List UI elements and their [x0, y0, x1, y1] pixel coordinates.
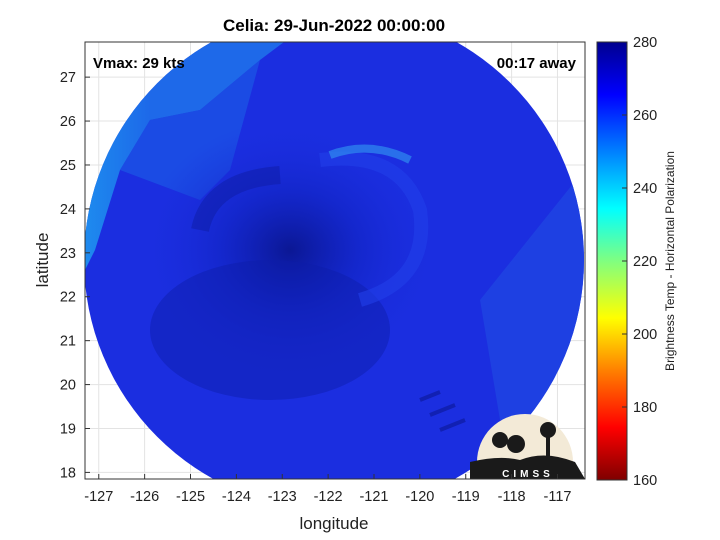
- x-tick-label: -117: [544, 489, 572, 505]
- colorbar-ticks: 280 260 240 220 200 180 160: [622, 35, 657, 489]
- x-tick-label: -127: [84, 489, 113, 505]
- brightness-temperature-image: [85, 42, 584, 479]
- colorbar-tick-label: 280: [633, 35, 657, 51]
- x-tick-label: -123: [268, 489, 297, 505]
- colorbar-tick-label: 260: [633, 108, 657, 124]
- colorbar-tick-label: 160: [633, 473, 657, 489]
- colorbar-tick-label: 240: [633, 181, 657, 197]
- x-tick-label: -124: [222, 489, 251, 505]
- colorbar-tick-label: 200: [633, 327, 657, 343]
- plot-frame: [84, 41, 586, 480]
- y-tick-label: 20: [60, 378, 76, 394]
- y-axis-ticks: 27 26 25 24 23 22 21 20 19 18: [60, 70, 90, 481]
- x-tick-label: -126: [130, 489, 159, 505]
- x-tick-label: -121: [359, 489, 388, 505]
- figure-title: Celia: 29-Jun-2022 00:00:00: [223, 16, 445, 35]
- y-tick-label: 18: [60, 465, 76, 481]
- y-tick-label: 27: [60, 70, 76, 86]
- colorbar-tick-label: 180: [633, 400, 657, 416]
- colorbar-tick-label: 220: [633, 254, 657, 270]
- x-tick-label: -118: [498, 489, 526, 505]
- x-tick-label: -122: [314, 489, 343, 505]
- vmax-label: Vmax: 29 kts: [93, 55, 185, 72]
- colorbar-label: Brightness Temp - Horizontal Polarizatio…: [663, 151, 677, 371]
- y-tick-label: 19: [60, 421, 76, 437]
- y-tick-label: 26: [60, 114, 76, 130]
- y-tick-label: 23: [60, 246, 76, 262]
- x-tick-label: -120: [405, 489, 434, 505]
- x-axis-label: longitude: [299, 514, 368, 533]
- y-tick-label: 21: [60, 334, 76, 350]
- y-tick-label: 22: [60, 290, 76, 306]
- y-tick-label: 24: [60, 202, 76, 218]
- y-tick-label: 25: [60, 158, 76, 174]
- time-offset-label: 00:17 away: [497, 55, 577, 72]
- x-tick-label: -125: [176, 489, 205, 505]
- y-axis-label: latitude: [33, 233, 52, 288]
- cimss-logo: CIMSS: [470, 414, 585, 480]
- logo-text: CIMSS: [502, 469, 554, 480]
- x-axis-ticks: -127 -126 -125 -124 -123 -122 -121 -120 -119 -118…: [84, 474, 571, 505]
- x-tick-label: -119: [452, 489, 480, 505]
